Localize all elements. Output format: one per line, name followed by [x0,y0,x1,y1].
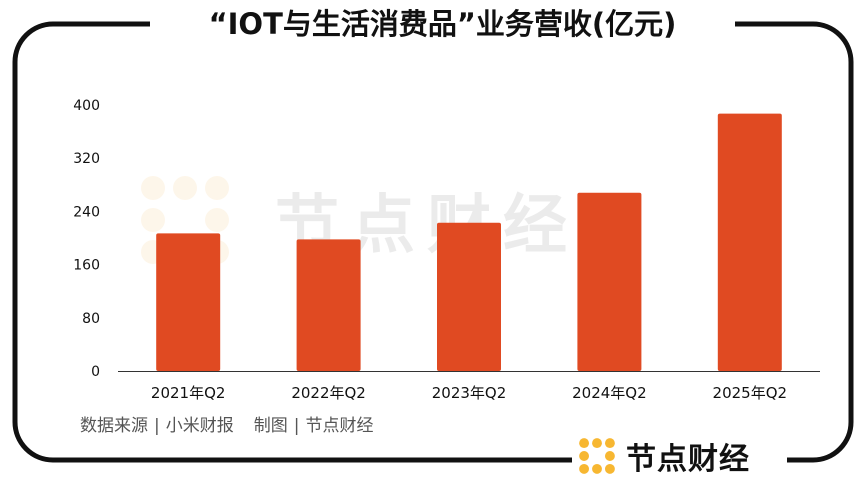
x-tick-label: 2022年Q2 [291,384,366,402]
y-axis: 0 80 160 240 320 400 [73,98,100,380]
y-tick-label: 80 [82,311,100,327]
x-tick-label: 2023年Q2 [432,384,507,402]
bars [156,113,782,372]
y-tick-label: 320 [73,151,100,167]
source-note: 数据来源 | 小米财报 制图 | 节点财经 [80,411,373,436]
x-tick-label: 2024年Q2 [572,384,647,402]
bar [437,222,501,371]
brand-name: 节点财经 [626,442,750,477]
separator: | [154,416,160,436]
source-label: 数据来源 [80,416,148,436]
y-tick-label: 400 [73,98,100,114]
y-tick-label: 240 [73,204,100,220]
bar [577,192,642,371]
made-by-label: 制图 [253,416,288,436]
x-tick-label: 2025年Q2 [713,384,788,402]
bar [717,113,782,372]
y-tick-label: 160 [73,258,100,274]
source-value: 小米财报 [165,416,234,436]
bar [296,239,361,371]
x-axis: 2021年Q2 2022年Q2 2023年Q2 2024年Q2 2025年Q2 [151,384,787,402]
x-tick-label: 2021年Q2 [151,384,226,402]
made-by-value: 节点财经 [305,416,374,436]
chart-title: “IOT与生活消费品”业务营收(亿元) [150,2,735,46]
separator: | [293,416,300,436]
bar [156,233,221,371]
brand-logo: 节点财经 [572,432,787,480]
y-tick-label: 0 [91,364,100,380]
dots-grid-logo-icon [579,438,615,474]
